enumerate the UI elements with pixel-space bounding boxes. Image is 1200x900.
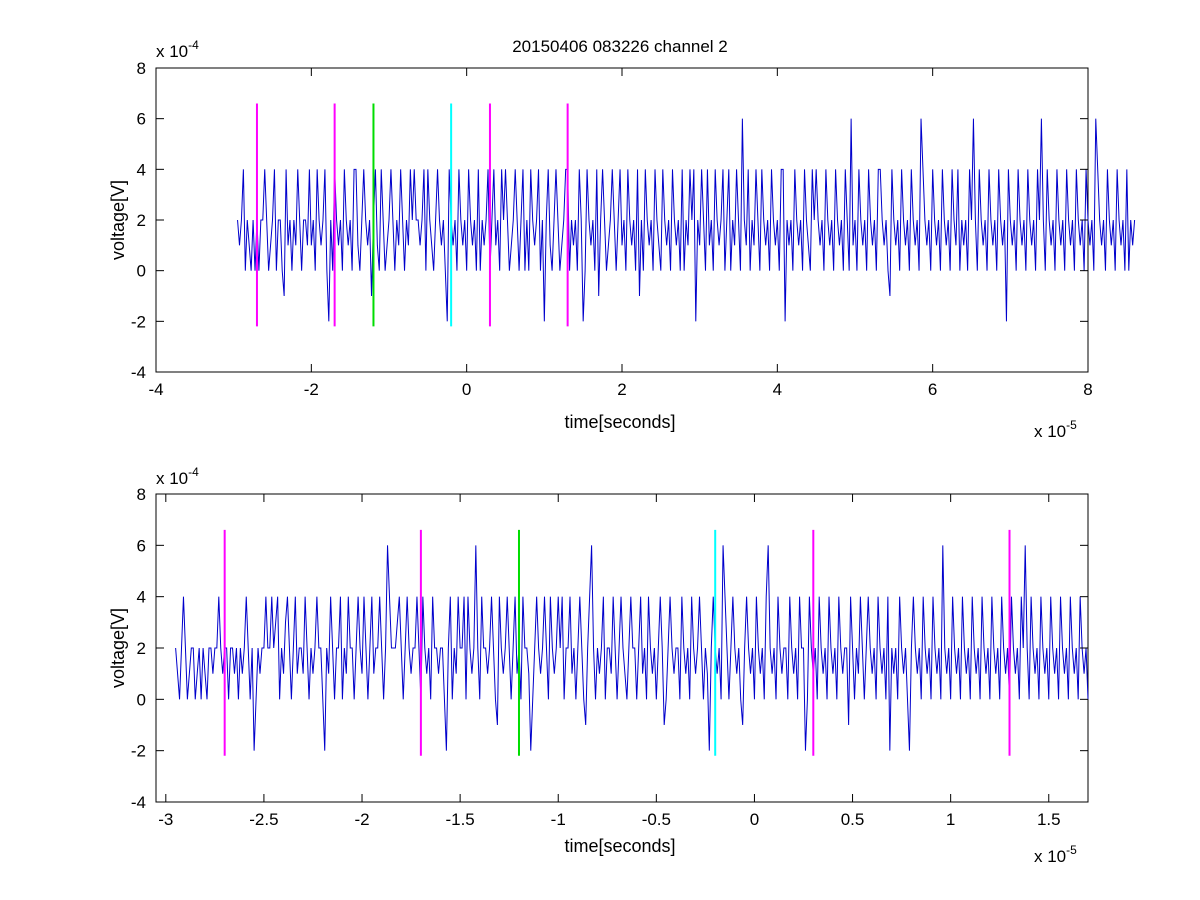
bottom-y-axis-label: voltage[V] [108, 608, 128, 688]
top-y-exponent-power: -4 [188, 38, 199, 52]
top-x-exponent-power: -5 [1066, 418, 1077, 432]
top-x-tick-label: 2 [617, 380, 626, 399]
top-x-exponent: x 10-5 [1034, 418, 1077, 441]
bottom-x-tick-label: -2 [354, 810, 369, 829]
top-x-tick-label: 6 [928, 380, 937, 399]
bottom-y-tick-label: 4 [137, 588, 146, 607]
top-y-tick-label: -4 [131, 363, 146, 382]
bottom-plot: -3 -2.5 -2 -1.5 -1 -0.5 0 0.5 1 1.5 -4 -2 0 2 4 6 8 time… [108, 465, 1089, 866]
bottom-x-tick-label: 0 [750, 810, 759, 829]
bottom-y-tick-label: 2 [137, 639, 146, 658]
bottom-x-tick-label: -3 [158, 810, 173, 829]
top-axes-box [155, 67, 1089, 373]
bottom-y-exponent: x 10-4 [156, 465, 199, 488]
bottom-y-tick-label: 0 [137, 690, 146, 709]
bottom-x-tick-label: 0.5 [841, 810, 865, 829]
bottom-y-tick-label: 8 [137, 485, 146, 504]
top-series-line-0 [237, 118, 1136, 322]
bottom-y-exponent-base: x 10 [156, 469, 188, 488]
bottom-series-line-0 [175, 545, 1089, 751]
top-y-exponent-base: x 10 [156, 42, 188, 61]
top-y-tick-label: 0 [137, 262, 146, 281]
bottom-y-tick-label: 6 [137, 536, 146, 555]
top-y-axis-label: voltage[V] [108, 180, 128, 260]
bottom-y-tick-label: -2 [131, 742, 146, 761]
top-y-tick-label: 2 [137, 211, 146, 230]
bottom-x-exponent-power: -5 [1066, 843, 1077, 857]
bottom-plot-ticks: -3 -2.5 -2 -1.5 -1 -0.5 0 0.5 1 1.5 -4 -2 0 2 4 6 8 [131, 485, 1088, 829]
top-x-tick-label: 0 [462, 380, 471, 399]
bottom-x-tick-label: 1 [946, 810, 955, 829]
top-y-exponent: x 10-4 [156, 38, 199, 61]
bottom-x-tick-label: -0.5 [642, 810, 671, 829]
top-x-exponent-base: x 10 [1034, 422, 1066, 441]
top-y-tick-label: -2 [131, 312, 146, 331]
top-y-tick-label: 4 [137, 160, 146, 179]
top-plot-marks [237, 103, 1136, 327]
top-x-tick-label: -2 [304, 380, 319, 399]
top-x-tick-label: 4 [773, 380, 782, 399]
top-y-tick-label: 8 [137, 59, 146, 78]
top-x-axis-label: time[seconds] [564, 412, 675, 432]
bottom-x-tick-label: -1 [551, 810, 566, 829]
top-x-tick-label: -4 [148, 380, 163, 399]
bottom-x-tick-label: -2.5 [249, 810, 278, 829]
bottom-plot-marks [175, 529, 1089, 756]
bottom-y-exponent-power: -4 [188, 465, 199, 479]
bottom-x-axis-label: time[seconds] [564, 836, 675, 856]
bottom-x-exponent: x 10-5 [1034, 843, 1077, 866]
bottom-y-tick-label: -4 [131, 793, 146, 812]
top-x-tick-label: 8 [1083, 380, 1092, 399]
top-y-tick-label: 6 [137, 110, 146, 129]
chart-title: 20150406 083226 channel 2 [512, 37, 728, 56]
bottom-x-exponent-base: x 10 [1034, 847, 1066, 866]
top-plot: -4 -2 0 2 4 6 8 -4 -2 0 2 4 6 8 time[seconds] voltage… [108, 38, 1136, 441]
bottom-x-tick-label: 1.5 [1037, 810, 1061, 829]
bottom-x-tick-label: -1.5 [445, 810, 474, 829]
top-plot-ticks: -4 -2 0 2 4 6 8 -4 -2 0 2 4 6 8 [131, 59, 1093, 399]
